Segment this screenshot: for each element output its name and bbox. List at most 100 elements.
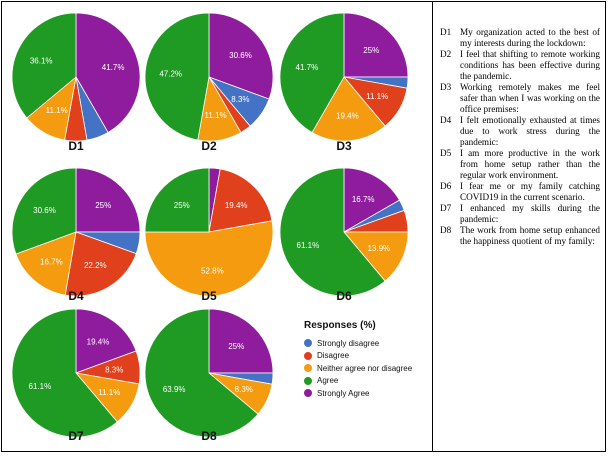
- pie-slice-neither-agree-nor-disagree: [311, 76, 386, 142]
- question-definitions: D1 My organization acted to the best of m…: [440, 27, 600, 247]
- pie-slice-agree: [279, 167, 386, 297]
- definition-text: I feel that shifting to remote working c…: [460, 49, 600, 81]
- definition-d5: D5 I am more productive in the work from …: [440, 148, 600, 181]
- definition-text: Working remotely makes me feel safer tha…: [460, 82, 600, 114]
- slice-value-label: 8.3%: [235, 385, 253, 394]
- slice-value-label: 25%: [363, 46, 379, 55]
- slice-value-label: 8.3%: [231, 95, 249, 104]
- definition-code: D7: [440, 203, 452, 213]
- legend-swatch: [304, 364, 312, 373]
- pie-title: D3: [336, 139, 352, 153]
- definition-code: D3: [440, 82, 452, 92]
- slice-value-label: 30.6%: [229, 51, 252, 60]
- definition-text: I fear me or my family catching COVID19 …: [460, 181, 600, 202]
- legend-label: Strongly Agree: [317, 388, 370, 398]
- definition-text: I felt emotionally exhausted at times du…: [460, 115, 600, 147]
- pie-slice-strongly-agree: [208, 12, 274, 100]
- pie-slice-agree: [144, 308, 259, 438]
- pie-charts-area: 41.7% 11.1% 36.1% D1 30.6% 8.3% 11.1% 47.2% D2 25…: [11, 12, 409, 443]
- legend-label: Neither agree nor disagree: [317, 363, 413, 373]
- definition-text: I enhanced my skills during the pandemic…: [460, 203, 600, 224]
- pie-d2: 30.6% 8.3% 11.1% 47.2% D2: [144, 12, 274, 153]
- pie-slice-agree: [11, 167, 77, 255]
- slice-value-label: 8.3%: [105, 366, 123, 375]
- definition-code: D8: [440, 225, 452, 235]
- slice-value-label: 22.2%: [84, 261, 107, 270]
- definition-d8: D8 The work from home setup enhanced the …: [440, 225, 600, 247]
- slice-value-label: 25%: [95, 201, 111, 210]
- definition-d2: D2 I feel that shifting to remote working…: [440, 49, 600, 82]
- slice-value-label: 19.4%: [87, 338, 110, 347]
- legend-swatch: [304, 376, 312, 385]
- legend-item-agree: Agree: [304, 375, 432, 388]
- definition-d6: D6 I fear me or my family catching COVID1…: [440, 181, 600, 203]
- slice-value-label: 16.7%: [40, 258, 63, 267]
- slice-value-label: 25%: [174, 201, 190, 210]
- slice-value-label: 16.7%: [352, 195, 375, 204]
- pie-title: D1: [68, 139, 84, 153]
- pie-slice-agree: [144, 167, 210, 233]
- slice-value-label: 36.1%: [30, 57, 53, 66]
- pie-slice-agree: [144, 12, 210, 141]
- pie-title: D4: [68, 289, 84, 303]
- slice-value-label: 61.1%: [297, 241, 320, 250]
- column-divider: [432, 1, 433, 452]
- definition-d1: D1 My organization acted to the best of m…: [440, 27, 600, 49]
- definition-d3: D3 Working remotely makes me feel safer t…: [440, 82, 600, 115]
- slice-value-label: 11.1%: [46, 106, 68, 115]
- definition-code: D5: [440, 148, 452, 158]
- pie-title: D5: [201, 289, 217, 303]
- slice-value-label: 52.8%: [201, 266, 224, 275]
- pie-d7: 19.4% 8.3% 11.1% 61.1% D7: [11, 308, 141, 443]
- pie-d4: 25% 22.2% 16.7% 30.6% D4: [11, 167, 141, 303]
- pie-slice-agree: [11, 308, 118, 438]
- legend-label: Agree: [317, 376, 339, 386]
- definition-code: D2: [440, 49, 452, 59]
- slice-value-label: 41.7%: [296, 63, 319, 72]
- legend-swatch: [304, 339, 312, 348]
- legend-label: Strongly disagree: [317, 338, 380, 348]
- pie-d5: 19.4% 52.8% 25% D5: [144, 167, 274, 303]
- pie-slice-neither-agree-nor-disagree: [144, 220, 274, 297]
- pie-slice-neither-agree-nor-disagree: [15, 231, 77, 296]
- pie-d1: 41.7% 11.1% 36.1% D1: [11, 12, 141, 153]
- pie-slice-agree: [279, 12, 345, 134]
- pie-slice-strongly-agree: [75, 167, 141, 233]
- pie-title: D8: [201, 429, 217, 443]
- pie-d6: 16.7% 13.9% 61.1% D6: [279, 167, 409, 303]
- definition-code: D1: [440, 27, 452, 37]
- pie-title: D7: [68, 429, 84, 443]
- legend-item-neither: Neither agree nor disagree: [304, 362, 432, 375]
- definition-d4: D4 I felt emotionally exhausted at times …: [440, 115, 600, 148]
- pie-slice-strongly-agree: [75, 308, 137, 374]
- pie-slice-strongly-agree: [343, 167, 401, 233]
- slice-value-label: 19.4%: [336, 111, 359, 120]
- pie-title: D2: [201, 139, 217, 153]
- slice-value-label: 11.1%: [205, 111, 227, 120]
- legend-label: Disagree: [317, 351, 350, 361]
- pie-title: D6: [336, 289, 352, 303]
- legend-swatch: [304, 351, 312, 360]
- pie-slice-neither-agree-nor-disagree: [343, 231, 409, 282]
- pie-slice-disagree: [64, 231, 137, 297]
- slice-value-label: 13.9%: [367, 244, 390, 253]
- legend-item-disagree: Disagree: [304, 350, 432, 363]
- pie-slice-strongly-agree: [75, 12, 141, 133]
- legend-title: Responses (%): [304, 320, 376, 331]
- pie-slice-strongly-agree: [208, 308, 274, 374]
- definition-code: D4: [440, 115, 452, 125]
- legend-item-strongly-agree: Strongly Agree: [304, 387, 432, 400]
- slice-value-label: 63.9%: [163, 385, 186, 394]
- slice-value-label: 61.1%: [29, 382, 52, 391]
- definition-text: The work from home setup enhanced the ha…: [460, 225, 600, 246]
- definition-d7: D7 I enhanced my skills during the pandem…: [440, 203, 600, 225]
- pie-d8: 25% 8.3% 63.9% D8: [144, 308, 274, 443]
- slice-value-label: 25%: [228, 342, 244, 351]
- legend-item-strongly-disagree: Strongly disagree: [304, 337, 432, 350]
- slice-value-label: 11.1%: [98, 388, 120, 397]
- slice-value-label: 19.4%: [225, 201, 248, 210]
- legend: Responses (%) Strongly disagree Disagree…: [304, 320, 432, 400]
- legend-swatch: [304, 389, 312, 398]
- slice-value-label: 11.1%: [366, 92, 388, 101]
